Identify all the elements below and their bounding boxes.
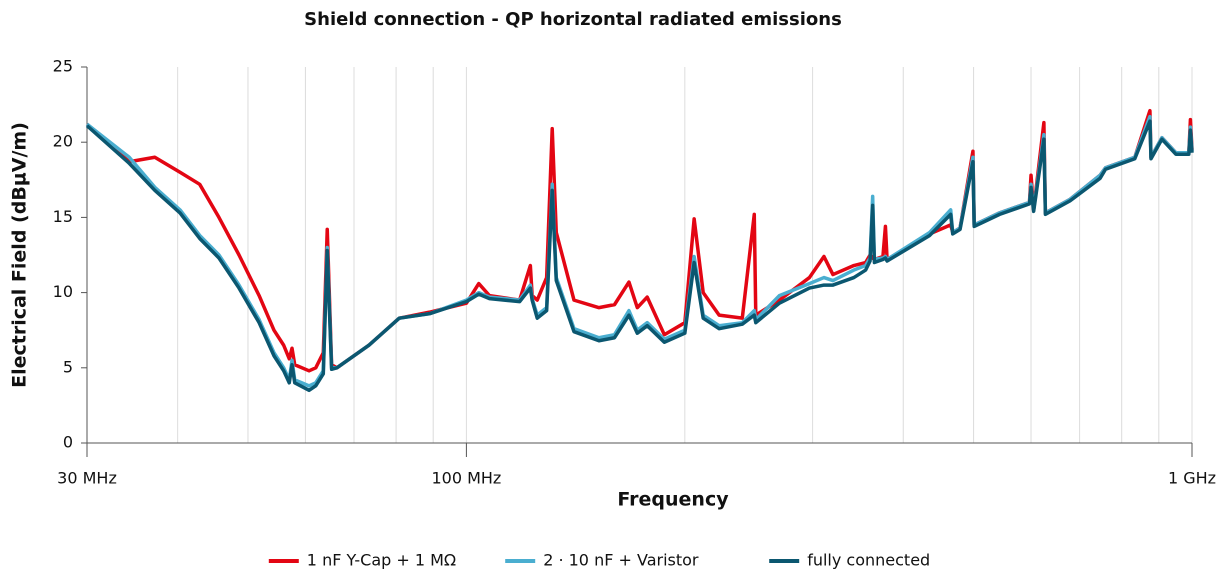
x-tick-label: 1 GHz (1168, 469, 1216, 488)
y-tick-label: 25 (53, 57, 73, 76)
series-line (85, 114, 1194, 388)
y-tick-label: 20 (53, 132, 73, 151)
x-axis-label: Frequency (617, 489, 729, 511)
y-tick-label: 5 (63, 357, 73, 376)
x-tick-label: 100 MHz (431, 469, 501, 488)
series-line (85, 119, 1194, 393)
y-tick-label: 15 (53, 207, 73, 226)
y-axis-label: Electrical Field (dBµV/m) (9, 122, 31, 388)
legend-label: 1 nF Y-Cap + 1 MΩ (307, 551, 456, 570)
legend-label: fully connected (807, 551, 930, 570)
chart-title: Shield connection - QP horizontal radiat… (304, 9, 842, 30)
y-tick-label: 0 (63, 433, 73, 452)
legend-label: 2 · 10 nF + Varistor (543, 551, 699, 570)
y-tick-label: 10 (53, 282, 73, 301)
x-tick-label: 30 MHz (57, 469, 117, 488)
